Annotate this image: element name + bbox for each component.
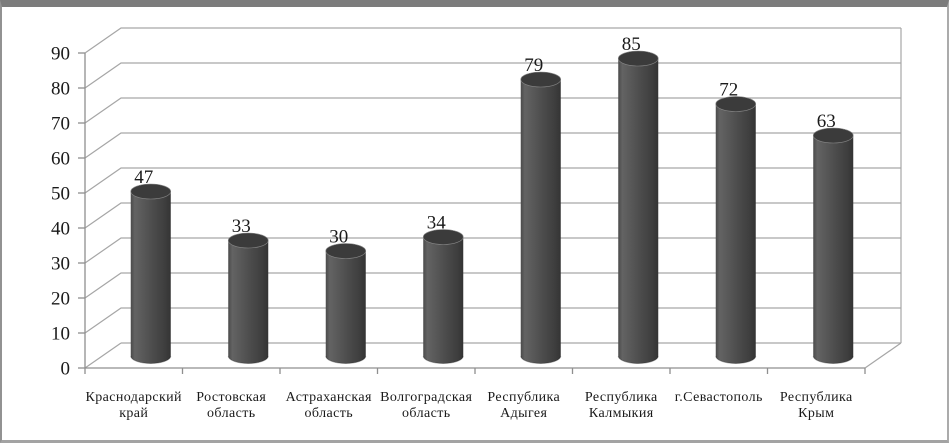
bar-value-label: 34 (427, 213, 447, 234)
gridlines (84, 27, 901, 334)
bar-bottom-arc (812, 355, 854, 364)
x-tick-label: Ростовская область (196, 390, 266, 421)
bar-bottom-arc (617, 355, 659, 364)
gridline (84, 167, 901, 194)
x-tick-label: Волгоградская область (380, 390, 472, 421)
x-tick-label: Краснодарский край (86, 390, 182, 421)
cylinder-bar-3: 30 (325, 227, 367, 364)
gridline (84, 97, 901, 124)
y-tick-label: 10 (51, 324, 70, 345)
y-tick-label: 60 (51, 149, 70, 170)
gridline (84, 202, 901, 229)
floor-right-edge (864, 342, 902, 369)
regions-cylinder-bar-chart: 47 33 30 34 79 85 72 63 0 10 20 30 40 50 60 70 80 90 Красн… (51, 27, 902, 421)
y-axis-labels: 0 10 20 30 40 50 60 70 80 90 (51, 44, 70, 380)
bar-top-face (520, 71, 562, 88)
cylinder-bar-1: 47 (130, 167, 172, 364)
bar-top-face (617, 50, 659, 67)
y-tick-label: 80 (51, 79, 70, 100)
x-tick-label: Астраханская область (286, 390, 372, 421)
bar-body (228, 240, 269, 364)
x-tick-label: Республика Крым (780, 390, 853, 421)
gridline (84, 27, 901, 54)
bar-body (325, 251, 366, 364)
bar-value-label: 33 (232, 216, 251, 237)
bar-bottom-arc (520, 355, 562, 364)
cylinder-bar-7: 72 (715, 80, 757, 364)
x-axis-labels: Краснодарский край Ростовская область Астрах… (86, 390, 853, 421)
bar-value-label: 30 (329, 227, 348, 248)
bar-body (423, 237, 464, 364)
bar-value-label: 47 (134, 167, 153, 188)
bar-body (130, 191, 171, 364)
cylinder-bar-2: 33 (227, 216, 269, 364)
x-tick-label: Республика Калмыкия (585, 390, 658, 421)
cylinder-bar-6: 85 (617, 34, 659, 364)
bar-value-label: 85 (622, 34, 641, 55)
y-tick-label: 70 (51, 114, 70, 135)
bar-bottom-arc (325, 355, 367, 364)
bar-top-face (130, 183, 172, 200)
bar-body (618, 58, 659, 364)
gridline (84, 132, 901, 159)
bar-top-face (422, 229, 464, 245)
axes (78, 52, 866, 374)
bar-bottom-arc (130, 355, 172, 364)
bar-top-face (715, 96, 757, 112)
gridline (84, 272, 901, 299)
y-tick-label: 40 (51, 219, 70, 240)
bar-value-label: 72 (719, 80, 738, 101)
x-tick-label: Республика Адыгея (487, 390, 560, 421)
floor-left-edge (84, 342, 122, 369)
gridline (84, 237, 901, 264)
bars-group: 47 33 30 34 79 85 72 63 (130, 34, 854, 364)
y-tick-label: 0 (61, 359, 71, 380)
bar-top-face (325, 243, 367, 259)
bar-value-label: 63 (817, 111, 836, 132)
cylinder-bar-8: 63 (812, 111, 854, 364)
bar-top-face (227, 232, 269, 249)
bar-body (813, 135, 854, 364)
cylinder-bar-5: 79 (520, 55, 562, 364)
y-tick-label: 20 (51, 289, 70, 310)
bar-bottom-arc (227, 355, 269, 364)
cylinder-bar-4: 34 (422, 213, 464, 364)
y-tick-label: 50 (51, 184, 70, 205)
bar-value-label: 79 (524, 55, 543, 76)
bar-body (520, 79, 561, 364)
gridline (84, 307, 901, 334)
bar-bottom-arc (422, 355, 464, 364)
bar-bottom-arc (715, 355, 757, 364)
x-tick-label: г.Севастополь (675, 390, 763, 405)
y-tick-label: 90 (51, 44, 70, 65)
gridline (84, 62, 901, 89)
bar-top-face (812, 127, 854, 144)
bar-body (715, 104, 756, 364)
y-tick-label: 30 (51, 254, 70, 275)
plot-floor (84, 28, 902, 369)
